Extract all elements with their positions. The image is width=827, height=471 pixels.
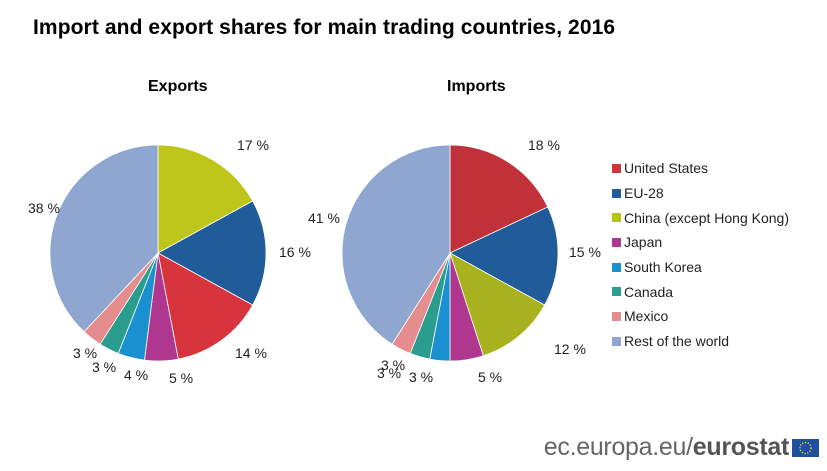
slice-label: 41 %	[308, 210, 340, 226]
chart-title: Import and export shares for main tradin…	[33, 16, 616, 39]
legend-label: South Korea	[624, 259, 702, 276]
slice-label: 18 %	[528, 137, 560, 153]
legend-item: China (except Hong Kong)	[612, 205, 789, 230]
eu-flag-icon	[792, 439, 819, 457]
legend-label: Canada	[624, 283, 674, 300]
slice-label: 3 %	[73, 345, 97, 361]
slice-label: 3 %	[377, 365, 401, 381]
imports-pie-title: Imports	[447, 78, 506, 95]
legend-swatch	[612, 336, 621, 346]
footer-brand: eurostat	[692, 433, 790, 461]
slice-label: 5 %	[478, 369, 502, 385]
footer-site: ec.europa.eu/	[543, 433, 693, 461]
slice-label: 14 %	[235, 345, 267, 361]
pie-slice	[449, 144, 549, 254]
slice-label: 16 %	[279, 244, 311, 260]
pie-slice	[157, 252, 254, 360]
legend-item: Canada	[612, 279, 789, 304]
legend-item: Japan	[612, 230, 789, 255]
imports-pie: 18 %15 %12 %5 %3 %3 %3 %41 %	[308, 137, 601, 385]
pie-slice	[449, 206, 559, 306]
pie-slice	[157, 144, 254, 254]
exports-pie: 17 % 16 % 14 % 5 % 4 % 3 %3 % 38 %	[28, 137, 311, 386]
legend-label: United States	[624, 160, 709, 177]
legend-label: Rest of the world	[624, 333, 730, 350]
pie-slice	[49, 144, 159, 333]
slice-label: 38 %	[28, 200, 60, 216]
legend-swatch	[612, 213, 621, 223]
slice-label: 15 %	[569, 244, 601, 260]
legend-item: United States	[612, 156, 789, 181]
slice-label: 12 %	[554, 341, 586, 357]
legend-item: South Korea	[612, 255, 789, 280]
legend-swatch	[612, 237, 621, 247]
legend-swatch	[612, 163, 621, 173]
legend-swatch	[612, 262, 621, 272]
exports-pie-title: Exports	[148, 78, 208, 95]
slice-label: 3 %	[92, 359, 116, 375]
legend-swatch	[612, 188, 621, 198]
legend-label: Mexico	[624, 308, 669, 325]
slice-label: 3 %	[409, 369, 433, 385]
legend-label: EU-28	[624, 185, 664, 202]
legend-label: China (except Hong Kong)	[624, 209, 789, 226]
source-footer: ec.europa.eu/eurostat	[543, 433, 790, 462]
legend-item: Rest of the world	[612, 329, 789, 354]
legend-swatch	[612, 287, 621, 297]
pie-slice	[341, 144, 451, 345]
slice-label: 3 %	[381, 357, 405, 373]
slice-label: 4 %	[124, 367, 148, 383]
slice-label: 17 %	[237, 137, 269, 153]
slice-label: 5 %	[169, 370, 193, 386]
legend: United States EU-28 China (except Hong Kon…	[612, 156, 789, 354]
pie-slice	[449, 252, 546, 357]
legend-item: EU-28	[612, 181, 789, 206]
legend-label: Japan	[624, 234, 663, 251]
legend-item: Mexico	[612, 304, 789, 329]
pie-slice	[157, 200, 267, 306]
legend-swatch	[612, 311, 621, 321]
